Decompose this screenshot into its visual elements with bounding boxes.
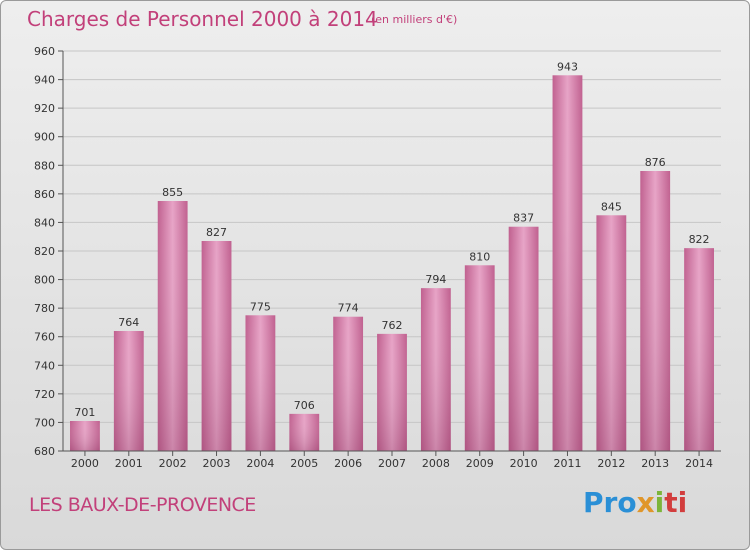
value-label-2001: 764 <box>118 316 139 329</box>
logo-part-4: ti <box>664 486 688 519</box>
x-tick-label-2008: 2008 <box>422 457 450 470</box>
bar-shade-2014 <box>684 248 714 451</box>
bar-shade-2000 <box>70 421 100 451</box>
y-tick-label: 700 <box>34 416 55 429</box>
value-label-2000: 701 <box>74 406 95 419</box>
logo-part-3: i <box>654 486 665 519</box>
chart-title: Charges de Personnel 2000 à 2014 <box>27 7 378 31</box>
x-tick-label-2013: 2013 <box>641 457 669 470</box>
value-label-2008: 794 <box>425 273 446 286</box>
bar-shade-2007 <box>377 333 407 451</box>
value-label-2006: 774 <box>338 302 359 315</box>
x-tick-label-2014: 2014 <box>685 457 713 470</box>
y-tick-label: 920 <box>34 102 55 115</box>
x-tick-label-2002: 2002 <box>159 457 187 470</box>
bar-shade-2012 <box>596 215 627 451</box>
chart-subtitle: (en milliers d'€) <box>371 13 458 26</box>
bar-shade-2009 <box>464 265 495 451</box>
proxiti-logo: Proxiti <box>583 486 687 519</box>
y-tick-label: 860 <box>34 188 55 201</box>
bar-shade-2008 <box>420 288 451 451</box>
logo-part-1: Pro <box>583 486 637 519</box>
value-label-2009: 810 <box>469 250 490 263</box>
value-label-2012: 845 <box>601 200 622 213</box>
commune-name: LES BAUX-DE-PROVENCE <box>29 494 256 516</box>
value-label-2003: 827 <box>206 226 227 239</box>
y-tick-label: 760 <box>34 331 55 344</box>
value-label-2002: 855 <box>162 186 183 199</box>
logo-part-2: x <box>636 486 655 519</box>
y-tick-label: 840 <box>34 216 55 229</box>
bar-shade-2013 <box>640 171 671 451</box>
y-tick-label: 720 <box>34 388 55 401</box>
value-label-2010: 837 <box>513 212 534 225</box>
x-tick-label-2005: 2005 <box>290 457 318 470</box>
y-tick-label: 900 <box>34 131 55 144</box>
x-tick-label-2007: 2007 <box>378 457 406 470</box>
bar-shade-2010 <box>508 226 539 451</box>
bar-shade-2006 <box>333 316 364 451</box>
x-tick-label-2012: 2012 <box>597 457 625 470</box>
value-label-2011: 943 <box>557 60 578 73</box>
y-tick-label: 680 <box>34 445 55 458</box>
y-tick-label: 960 <box>34 45 55 58</box>
x-tick-label-2000: 2000 <box>71 457 99 470</box>
axes: 680 700 720 740 760 780 800 820 840 860 880 900 920 9… <box>34 45 721 470</box>
value-label-2014: 822 <box>689 233 710 246</box>
y-tick-label: 820 <box>34 245 55 258</box>
x-tick-label-2011: 2011 <box>553 457 581 470</box>
value-label-2004: 775 <box>250 300 271 313</box>
bar-shade-2011 <box>552 75 583 452</box>
value-label-2013: 876 <box>645 156 666 169</box>
y-tick-label: 880 <box>34 159 55 172</box>
value-label-2007: 762 <box>382 319 403 332</box>
bars: 701 764 855 827 775 706 774 762 794 810 837 943 845 8… <box>70 60 714 452</box>
bar-shade-2005 <box>289 413 320 451</box>
y-tick-label: 800 <box>34 274 55 287</box>
x-tick-label-2003: 2003 <box>203 457 231 470</box>
bar-shade-2004 <box>245 315 276 451</box>
x-tick-label-2001: 2001 <box>115 457 143 470</box>
bar-shade-2001 <box>113 331 144 451</box>
x-tick-label-2009: 2009 <box>466 457 494 470</box>
y-tick-label: 940 <box>34 74 55 87</box>
x-tick-label-2004: 2004 <box>246 457 274 470</box>
y-tick-label: 740 <box>34 359 55 372</box>
x-tick-label-2010: 2010 <box>510 457 538 470</box>
bar-shade-2002 <box>157 201 188 451</box>
x-tick-label-2006: 2006 <box>334 457 362 470</box>
value-label-2005: 706 <box>294 399 315 412</box>
bar-shade-2003 <box>201 241 232 451</box>
y-tick-label: 780 <box>34 302 55 315</box>
